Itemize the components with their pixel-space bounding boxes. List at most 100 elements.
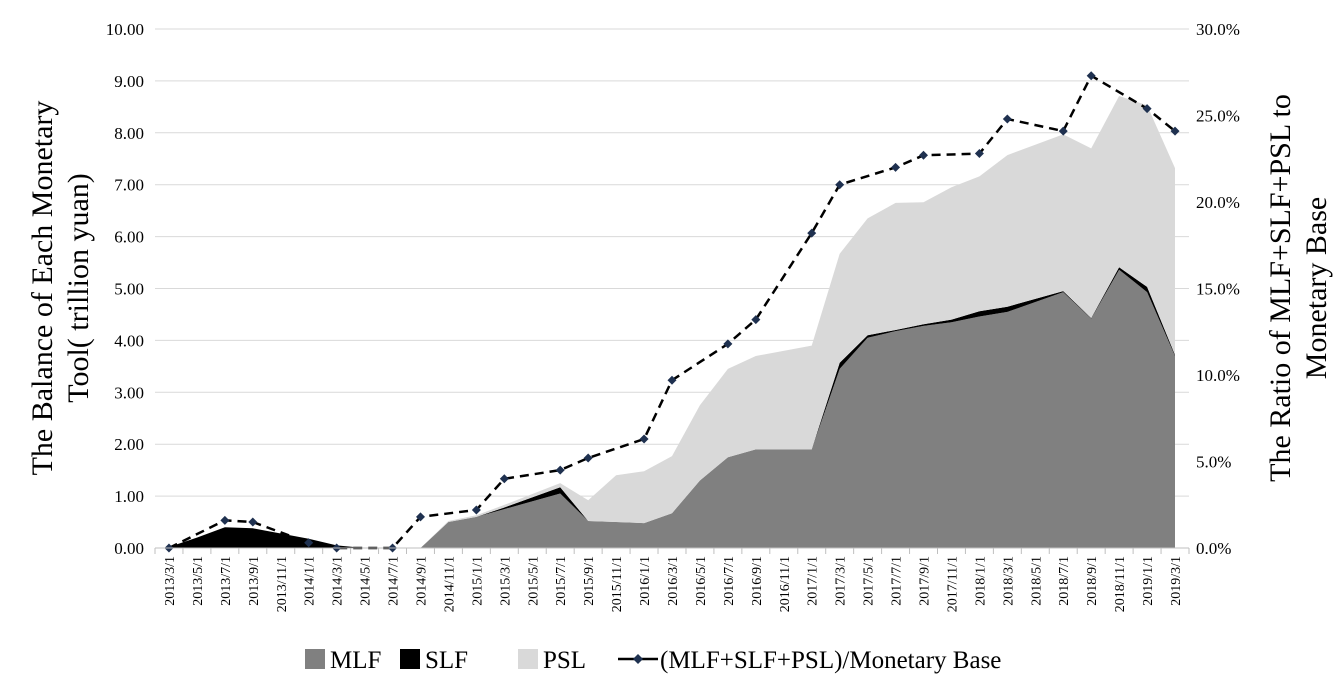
ratio-point — [974, 149, 984, 159]
y-tick-label: 7.00 — [114, 176, 144, 195]
area-mlf — [169, 269, 1175, 548]
x-tick-label: 2013/5/1 — [191, 556, 206, 606]
x-tick-label: 2015/9/1 — [582, 556, 597, 606]
x-tick-label: 2016/9/1 — [750, 556, 765, 606]
ratio-point — [639, 434, 649, 444]
right-y-tick-labels: 0.0% 5.0% 10.0% 15.0% 20.0% 25.0% 30.0% — [1196, 20, 1240, 558]
x-tick-label: 2017/3/1 — [834, 556, 849, 606]
x-tick-label: 2014/7/1 — [387, 556, 402, 606]
legend-swatch-slf — [400, 649, 420, 669]
left-y-tick-labels: 0.00 1.00 2.00 3.00 4.00 5.00 6.00 7.00 8.00 9.00… — [106, 20, 144, 558]
right-axis-title-line1: The Ratio of MLF+SLF+PSL to — [1264, 94, 1297, 482]
ratio-point — [751, 315, 761, 325]
ratio-point — [220, 515, 230, 525]
ratio-point — [471, 505, 481, 515]
y2-tick-label: 5.0% — [1196, 453, 1231, 472]
right-axis-title-line2: Monetary Base — [1300, 197, 1333, 379]
y2-tick-label: 10.0% — [1196, 366, 1240, 385]
y-tick-label: 4.00 — [114, 331, 144, 350]
y2-tick-label: 20.0% — [1196, 193, 1240, 212]
left-axis-title-line1: The Balance of Each Monetary — [26, 101, 59, 476]
x-tick-label: 2016/3/1 — [666, 556, 681, 606]
x-tick-label: 2018/3/1 — [1001, 556, 1016, 606]
x-tick-label: 2018/7/1 — [1057, 556, 1072, 606]
x-tick-label: 2015/7/1 — [554, 556, 569, 606]
x-tick-label: 2015/5/1 — [526, 556, 541, 606]
legend-swatch-mlf — [305, 649, 325, 669]
x-tick-label: 2015/3/1 — [498, 556, 513, 606]
x-tick-label: 2016/11/1 — [778, 556, 793, 612]
ratio-point — [415, 512, 425, 522]
x-tick-label: 2014/3/1 — [331, 556, 346, 606]
x-tick-label: 2016/1/1 — [638, 556, 653, 606]
y-tick-label: 2.00 — [114, 435, 144, 454]
ratio-point — [248, 517, 258, 527]
x-tick-label: 2018/11/1 — [1113, 556, 1128, 612]
y-tick-label: 5.00 — [114, 280, 144, 299]
stacked-areas — [169, 96, 1175, 548]
y2-tick-label: 25.0% — [1196, 107, 1240, 126]
y-tick-label: 3.00 — [114, 383, 144, 402]
x-tick-label: 2013/3/1 — [163, 556, 178, 606]
legend-label-slf: SLF — [425, 647, 468, 674]
x-tick-label: 2018/5/1 — [1029, 556, 1044, 606]
x-tick-label: 2018/1/1 — [973, 556, 988, 606]
ratio-point — [919, 150, 929, 160]
ratio-point — [1058, 126, 1068, 136]
ratio-point — [499, 474, 509, 484]
x-tick-label: 2014/1/1 — [303, 556, 318, 606]
ratio-point — [583, 453, 593, 463]
gridlines — [155, 28, 1189, 497]
x-tick-label: 2015/1/1 — [470, 556, 485, 606]
x-tick-label: 2013/11/1 — [275, 556, 290, 612]
ratio-point — [1170, 126, 1180, 136]
x-tick-label: 2017/7/1 — [890, 556, 905, 606]
x-tick-label: 2013/7/1 — [219, 556, 234, 606]
x-tick-label: 2017/5/1 — [862, 556, 877, 606]
legend: MLF SLF PSL (MLF+SLF+PSL)/Monetary Base — [305, 647, 1001, 674]
legend-swatch-psl — [518, 649, 538, 669]
y2-tick-label: 15.0% — [1196, 280, 1240, 299]
y-tick-label: 8.00 — [114, 124, 144, 143]
x-tick-label: 2014/9/1 — [414, 556, 429, 606]
x-tick-label: 2014/5/1 — [359, 556, 374, 606]
y2-tick-label: 0.0% — [1196, 539, 1231, 558]
ratio-point — [723, 339, 733, 349]
x-tick-labels: 2013/3/1 2013/5/1 2013/7/1 2013/9/1 2013/11/… — [163, 556, 1184, 612]
x-tick-label: 2015/11/1 — [610, 556, 625, 612]
x-tick-label: 2017/11/1 — [945, 556, 960, 612]
legend-label-ratio: (MLF+SLF+PSL)/Monetary Base — [660, 647, 1001, 674]
legend-swatch-ratio-marker — [633, 654, 643, 664]
ratio-line-layer — [164, 71, 1180, 553]
ratio-point — [304, 538, 314, 548]
x-tick-label: 2017/1/1 — [806, 556, 821, 606]
ratio-point — [1002, 114, 1012, 124]
left-axis-title-line2: Tool( trillion yuan) — [62, 173, 95, 403]
x-tick-label: 2019/1/1 — [1141, 556, 1156, 606]
x-tick-label: 2019/3/1 — [1169, 556, 1184, 606]
x-tick-label: 2013/9/1 — [247, 556, 262, 606]
area-psl — [169, 96, 1175, 548]
y-tick-label: 1.00 — [114, 487, 144, 506]
y-tick-label: 10.00 — [106, 20, 144, 39]
ratio-point — [667, 375, 677, 385]
x-tick-label: 2018/9/1 — [1085, 556, 1100, 606]
ratio-point — [1142, 104, 1152, 114]
x-tick-label: 2017/9/1 — [918, 556, 933, 606]
ratio-point — [555, 465, 565, 475]
legend-label-psl: PSL — [543, 647, 586, 674]
y-tick-label: 0.00 — [114, 539, 144, 558]
y2-tick-label: 30.0% — [1196, 20, 1240, 39]
x-tick-label: 2016/5/1 — [694, 556, 709, 606]
ratio-point — [807, 228, 817, 238]
x-tick-label: 2016/7/1 — [722, 556, 737, 606]
x-tick-label: 2014/11/1 — [442, 556, 457, 612]
axes — [154, 547, 1190, 554]
y-tick-label: 6.00 — [114, 228, 144, 247]
ratio-point — [891, 162, 901, 172]
legend-label-mlf: MLF — [330, 647, 381, 674]
y-tick-label: 9.00 — [114, 72, 144, 91]
ratio-point — [835, 180, 845, 190]
